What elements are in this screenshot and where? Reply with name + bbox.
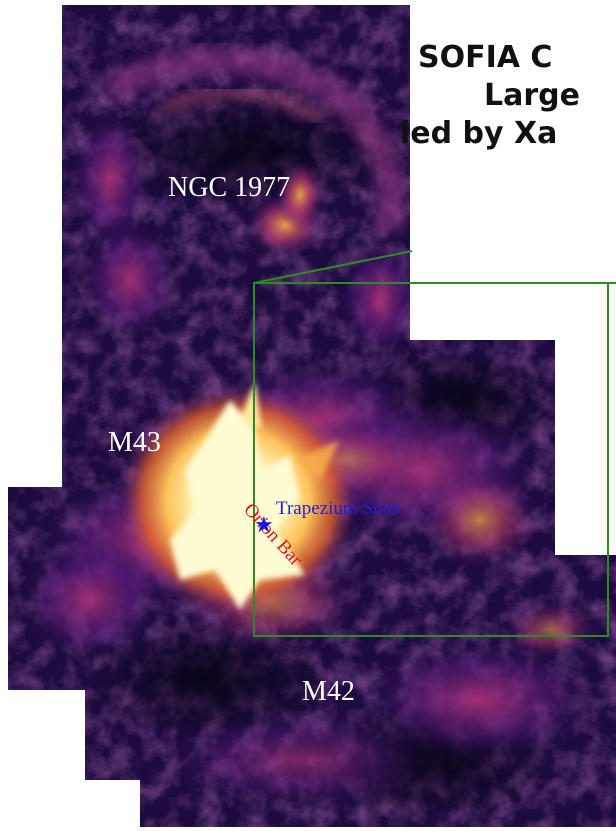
title-line-2: Large [484,78,580,113]
zoom-box-edge [254,283,609,637]
label-trapezium: Trapezium Stars [276,498,400,519]
star-icon: ★ [254,512,274,537]
title-line-1: SOFIA C [418,40,553,75]
label-ngc1977: NGC 1977 [168,172,290,203]
title-line-3: led by Xa [400,116,558,151]
zoom-leader-line [253,250,413,284]
zoom-box-outline [253,282,616,637]
label-m42: M42 [302,676,355,707]
label-m43: M43 [108,427,161,458]
zoom-box [253,250,616,637]
